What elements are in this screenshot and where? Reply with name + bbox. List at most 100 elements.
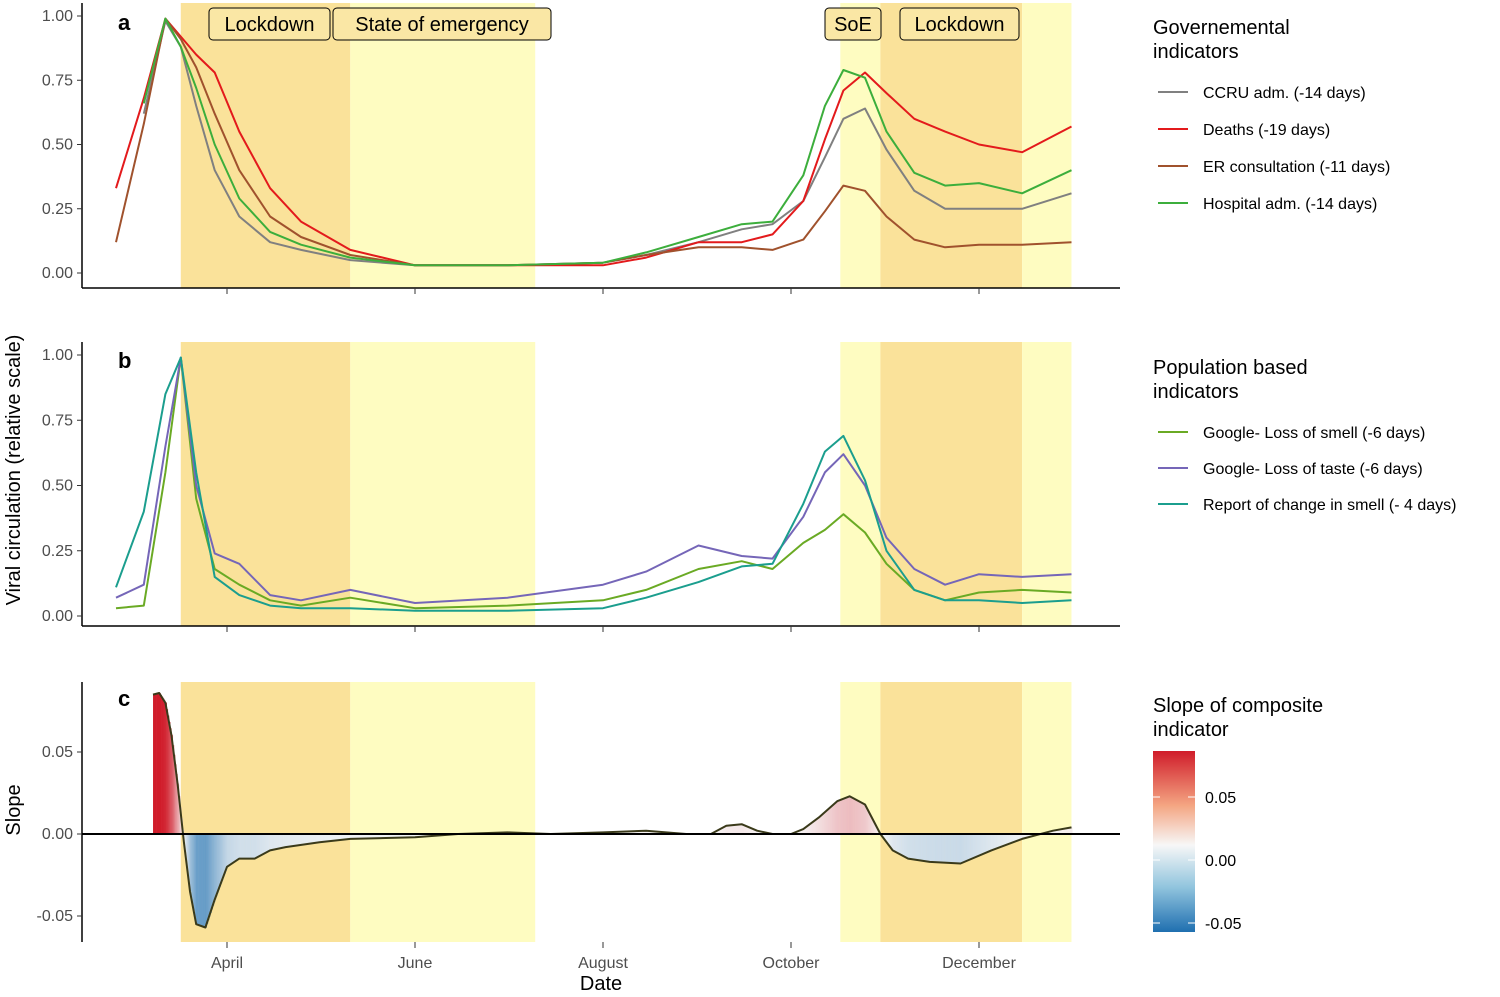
slope-fill-segment <box>1021 834 1023 840</box>
slope-fill-segment <box>653 831 655 834</box>
slope-fill-segment <box>209 834 211 917</box>
legend-governmental: Governemental indicators CCRU adm. (-14 d… <box>1153 17 1390 213</box>
slope-fill-segment <box>873 820 875 834</box>
slope-fill-segment <box>918 834 921 861</box>
slope-fill-segment <box>635 831 637 834</box>
slope-fill-segment <box>733 825 735 834</box>
series-line-b-0 <box>115 356 1072 610</box>
slope-fill-segment <box>259 834 262 857</box>
slope-fill-segment <box>734 824 737 834</box>
slope-fill-segment <box>260 834 263 856</box>
y-tick-label-c-0: -0.05 <box>37 908 74 925</box>
slope-fill-segment <box>183 834 186 843</box>
slope-fill-segment <box>319 834 321 843</box>
slope-fill-segment <box>168 721 171 834</box>
y-tick-label-b-4: 1.00 <box>42 347 73 364</box>
slope-fill-segment <box>897 834 899 853</box>
slope-fill-segment <box>659 831 661 834</box>
slope-fill-segment <box>804 828 807 834</box>
slope-fill-segment <box>333 834 336 841</box>
slope-fill-segment <box>1058 829 1061 834</box>
slope-fill-segment <box>213 834 216 903</box>
slope-fill-segment <box>298 834 301 846</box>
slope-fill-segment <box>1010 834 1013 844</box>
slope-fill-segment <box>1068 827 1071 834</box>
slope-fill-segment <box>732 825 734 834</box>
slope-fill-segment <box>836 801 838 834</box>
slope-fill-segment <box>264 834 266 854</box>
slope-fill-segment <box>874 822 877 834</box>
slope-fill-segment <box>177 784 180 834</box>
period-band-1 <box>350 3 536 288</box>
slope-fill-segment <box>291 834 294 847</box>
y-tick-label-c-2: 0.05 <box>42 744 73 761</box>
slope-fill-segment <box>997 834 999 849</box>
slope-fill-segment <box>410 834 412 838</box>
slope-fill-segment <box>924 834 927 862</box>
y-tick-label-b-0: 0.00 <box>42 608 73 625</box>
series-group-a <box>115 17 1072 267</box>
slope-fill-segment <box>230 834 233 865</box>
slope-fill-segment <box>643 830 646 834</box>
panel-b: 0.00 0.25 0.50 0.75 1.00 b <box>42 342 1120 632</box>
slope-fill-segment <box>861 802 864 834</box>
slope-fill-segment <box>191 834 193 898</box>
slope-fill-segment <box>986 834 989 853</box>
slope-fill-segment <box>754 829 757 834</box>
slope-fill-segment <box>934 834 936 863</box>
slope-fill-segment <box>204 834 207 928</box>
slope-fill-segment <box>161 696 164 834</box>
slope-fill-segment <box>932 834 934 863</box>
slope-fill-segment <box>1060 829 1062 834</box>
slope-fill-segment <box>241 834 244 859</box>
slope-fill-segment <box>945 834 947 863</box>
slope-fill-segment <box>819 816 822 834</box>
period-band-3 <box>880 342 1023 626</box>
slope-fill-segment <box>326 834 329 842</box>
slope-fill-segment <box>348 834 350 840</box>
slope-fill-segment <box>428 834 430 837</box>
slope-fill-segment <box>853 798 855 834</box>
slope-fill-segment <box>155 693 157 834</box>
slope-fill-segment <box>411 834 413 838</box>
slope-fill-segment <box>799 830 801 834</box>
slope-fill-segment <box>850 796 853 834</box>
slope-fill-segment <box>615 831 617 834</box>
slope-fill-segment <box>863 803 866 834</box>
slope-fill-segment <box>365 834 368 839</box>
slope-fill-segment <box>308 834 310 844</box>
slope-fill-segment <box>977 834 979 857</box>
slope-fill-segment <box>843 798 845 834</box>
slope-fill-segment <box>175 764 177 834</box>
slope-fill-segment <box>283 834 285 848</box>
slope-fill-segment <box>392 834 394 838</box>
slope-fill-segment <box>413 834 416 838</box>
slope-fill-segment <box>860 802 862 834</box>
series-line-a-0 <box>142 20 1072 267</box>
slope-fill-segment <box>722 827 725 834</box>
slope-fill-segment <box>827 809 830 834</box>
slope-fill-segment <box>427 834 429 837</box>
slope-fill-segment <box>272 834 275 850</box>
slope-fill-segment <box>654 831 657 834</box>
y-tick-label-c-1: 0.00 <box>42 826 73 843</box>
slope-fill-segment <box>862 803 865 834</box>
period-band-3 <box>880 682 1023 942</box>
slope-fill-segment <box>741 824 744 834</box>
slope-fill-segment <box>954 834 957 864</box>
slope-fill-segment <box>744 825 746 834</box>
slope-fill-segment <box>301 834 303 845</box>
slope-fill-segment <box>270 834 272 851</box>
slope-fill-segment <box>246 834 249 859</box>
period-band-2 <box>840 3 881 288</box>
slope-fill-segment <box>1002 834 1004 847</box>
slope-fill-segment <box>948 834 951 863</box>
slope-fill-segment <box>839 800 842 834</box>
slope-fill-segment <box>747 826 750 834</box>
slope-fill-segment <box>621 831 623 834</box>
slope-fill-segment <box>930 834 933 862</box>
slope-fill-segment <box>280 834 283 849</box>
slope-fill-segment <box>157 693 160 834</box>
slope-fill-segment <box>188 834 191 881</box>
slope-fill-segment <box>927 834 929 862</box>
